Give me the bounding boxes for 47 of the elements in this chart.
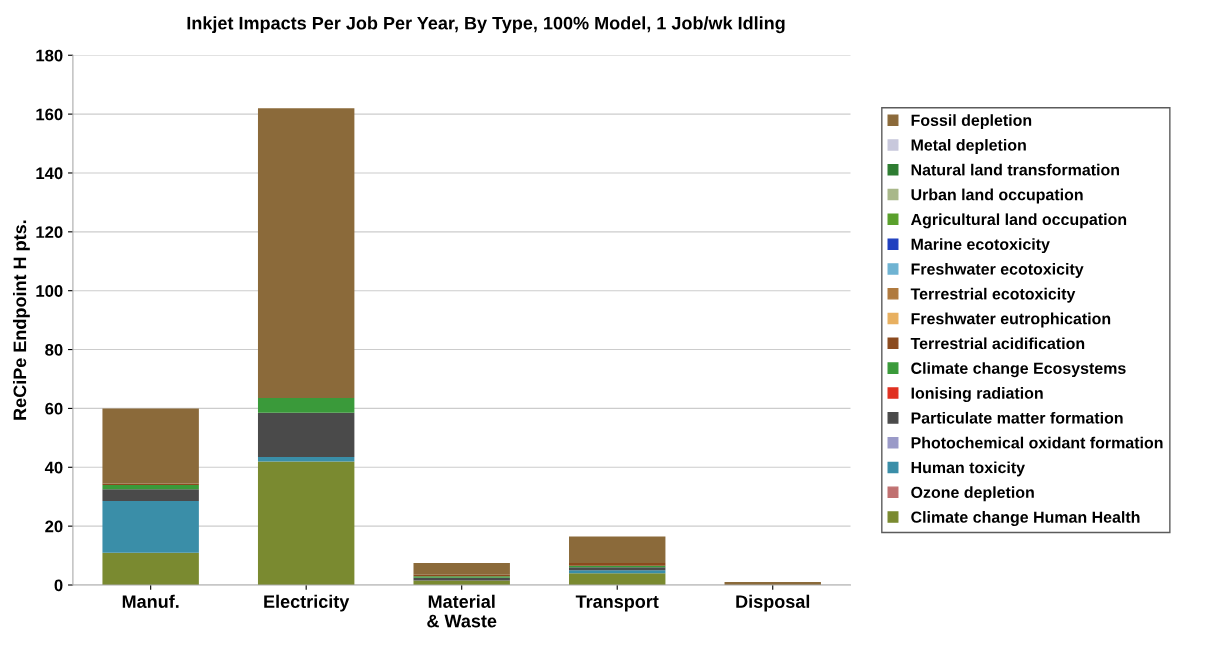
y-tick-label: 80 (45, 343, 63, 356)
chart-title: Inkjet Impacts Per Job Per Year, By Type, 100% Model, 1 Job/wk Idling (187, 16, 785, 34)
y-tick-label: 140 (36, 167, 63, 180)
legend-label: Climate change Human Health (911, 511, 1140, 527)
x-tick-label: Manuf. (122, 594, 179, 608)
bar (102, 484, 199, 490)
legend-label: Terrestrial acidification (910, 337, 1085, 350)
bar (102, 489, 199, 502)
y-axis-title: ReCiPe Endpoint H pts. (12, 220, 30, 420)
bar (102, 552, 199, 585)
x-tick-label: Disposal (736, 594, 810, 612)
bar (413, 562, 510, 575)
y-tick-label: 60 (45, 402, 63, 415)
y-tick-label: 20 (45, 520, 63, 533)
bar (257, 456, 355, 462)
legend-label: Ozone depletion (911, 486, 1034, 502)
legend-label: Climate change Ecosystems (911, 362, 1126, 378)
legend-label: Metal depletion (911, 139, 1026, 154)
y-tick-label: 180 (36, 49, 63, 62)
y-tick-label: 100 (36, 285, 63, 297)
bar (569, 573, 666, 585)
legend-label: Particulate matter formation (911, 411, 1123, 424)
y-tick-label: 0 (54, 579, 63, 592)
bar (257, 398, 355, 413)
bar (257, 412, 355, 457)
x-tick-label: Transport (575, 595, 659, 612)
legend-label: Marine ecotoxicity (911, 238, 1050, 254)
legend-label: Terrestrial ecotoxicity (910, 287, 1076, 303)
legend-label: Human toxicity (911, 461, 1025, 477)
bar (257, 108, 355, 399)
x-tick-label: Material & Waste (427, 594, 497, 628)
legend-label: Freshwater eutrophication (911, 312, 1111, 328)
legend-label: Ionising radiation (911, 387, 1043, 403)
legend-label: Agricultural land occupation (910, 213, 1127, 229)
legend-label: Urban land occupation (911, 188, 1083, 204)
legend-label: Fossil depletion (911, 114, 1032, 130)
bar (257, 461, 355, 585)
y-tick-label: 40 (44, 461, 63, 474)
bar (102, 408, 199, 484)
x-tick-label: Electricity (264, 594, 350, 612)
y-tick-label: 160 (36, 108, 63, 121)
bar (569, 536, 666, 563)
legend-label: Photochemical oxidant formation (911, 436, 1163, 449)
legend-label: Natural land transformation (911, 163, 1120, 176)
legend-label: Freshwater ecotoxicity (911, 263, 1084, 278)
y-tick-label: 120 (36, 226, 63, 239)
bar (102, 501, 199, 553)
